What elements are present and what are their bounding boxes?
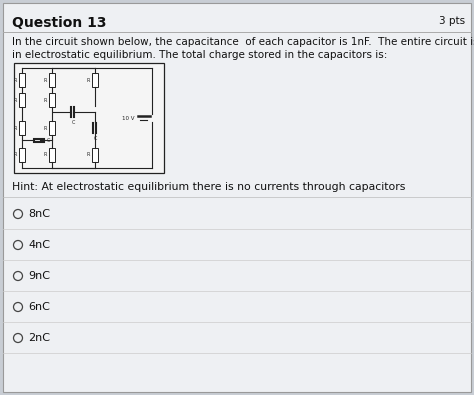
Text: C: C <box>71 120 75 125</box>
Text: in electrostatic equilibrium. The total charge stored in the capacitors is:: in electrostatic equilibrium. The total … <box>12 50 387 60</box>
Text: R: R <box>14 126 17 130</box>
Text: R: R <box>44 126 47 130</box>
Text: 3 pts: 3 pts <box>439 16 465 26</box>
Text: In the circuit shown below, the capacitance  of each capacitor is 1nF.  The enti: In the circuit shown below, the capacita… <box>12 37 474 47</box>
Bar <box>19 93 25 107</box>
Text: Question 13: Question 13 <box>12 16 107 30</box>
Text: R: R <box>44 152 47 158</box>
Bar <box>19 121 25 135</box>
Text: R: R <box>87 77 90 83</box>
Text: 6nC: 6nC <box>28 302 50 312</box>
Bar <box>92 73 98 87</box>
Text: C: C <box>93 136 97 141</box>
Text: C: C <box>47 137 50 143</box>
Bar <box>49 73 55 87</box>
Text: 10 V: 10 V <box>122 115 135 120</box>
Text: 4nC: 4nC <box>28 240 50 250</box>
Text: Hint: At electrostatic equilibrium there is no currents through capacitors: Hint: At electrostatic equilibrium there… <box>12 182 405 192</box>
Text: 9nC: 9nC <box>28 271 50 281</box>
Bar <box>19 148 25 162</box>
Text: R: R <box>14 152 17 158</box>
Text: R: R <box>44 77 47 83</box>
Text: 8nC: 8nC <box>28 209 50 219</box>
Bar <box>19 73 25 87</box>
Bar <box>49 121 55 135</box>
Text: R: R <box>44 98 47 102</box>
Bar <box>92 148 98 162</box>
Bar <box>49 93 55 107</box>
Text: R: R <box>87 152 90 158</box>
Bar <box>49 148 55 162</box>
FancyBboxPatch shape <box>3 3 471 392</box>
Bar <box>14 63 164 173</box>
Text: R: R <box>14 77 17 83</box>
Text: R: R <box>14 98 17 102</box>
Text: 2nC: 2nC <box>28 333 50 343</box>
